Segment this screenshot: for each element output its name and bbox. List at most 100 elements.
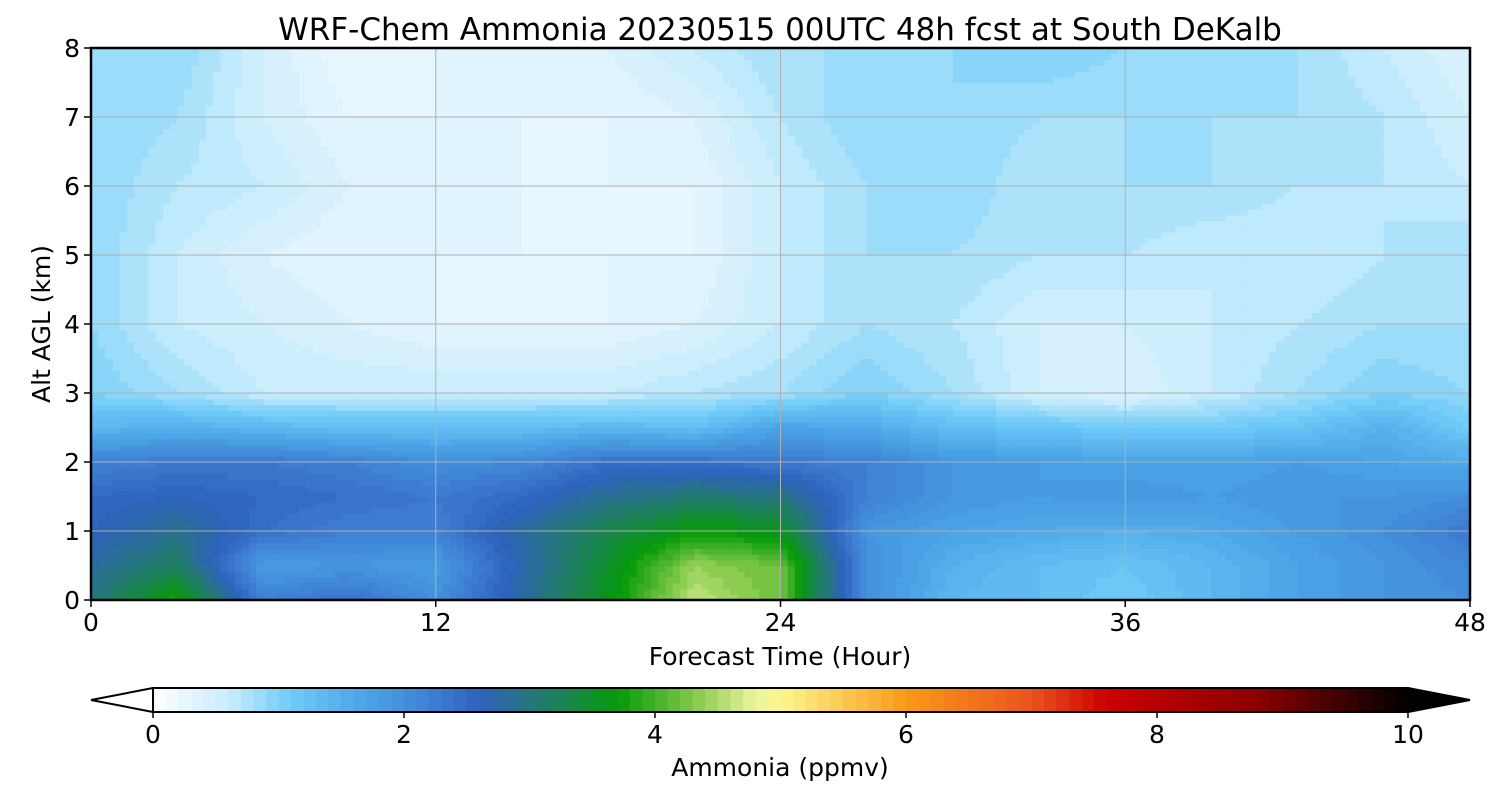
heatmap-cell	[629, 559, 638, 567]
heatmap-cell	[328, 513, 336, 521]
heatmap-cell	[967, 525, 976, 532]
heatmap-cell	[1268, 594, 1277, 600]
heatmap-cell	[1247, 502, 1256, 509]
heatmap-cell	[428, 525, 437, 532]
heatmap-cell	[1290, 582, 1299, 590]
heatmap-cell	[1240, 473, 1248, 480]
heatmap-cell	[493, 502, 501, 509]
heatmap-cell	[1118, 519, 1126, 526]
heatmap-cell	[679, 513, 688, 521]
heatmap-cell	[277, 502, 286, 509]
heatmap-cell	[112, 582, 121, 590]
heatmap-cell	[600, 502, 609, 509]
heatmap-cell	[557, 571, 566, 578]
heatmap-cell	[665, 531, 674, 538]
heatmap-cell	[766, 565, 774, 572]
heatmap-cell	[586, 467, 595, 475]
heatmap-cell	[629, 571, 638, 578]
heatmap-cell	[565, 577, 573, 584]
heatmap-cell	[579, 525, 588, 532]
heatmap-cell	[787, 594, 796, 600]
heatmap-cell	[1412, 525, 1421, 532]
heatmap-cell	[845, 531, 853, 538]
heatmap-cell	[644, 490, 652, 498]
heatmap-cell	[916, 485, 925, 492]
heatmap-cell	[1304, 548, 1313, 555]
heatmap-cell	[1240, 542, 1248, 549]
heatmap-cell	[249, 485, 257, 492]
heatmap-cell	[1096, 594, 1105, 600]
heatmap-cell	[773, 473, 782, 480]
heatmap-cell	[809, 594, 818, 600]
heatmap-cell	[371, 571, 379, 578]
heatmap-cell	[557, 479, 566, 486]
heatmap-cell	[1405, 571, 1414, 578]
heatmap-cell	[636, 577, 645, 584]
heatmap-cell	[622, 513, 631, 521]
heatmap-cell	[658, 450, 667, 457]
heatmap-cell	[1031, 496, 1040, 503]
heatmap-cell	[1304, 508, 1313, 515]
heatmap-cell	[313, 525, 322, 532]
heatmap-cell	[399, 571, 408, 578]
heatmap-cell	[830, 508, 839, 515]
heatmap-cell	[134, 513, 142, 521]
heatmap-cell	[98, 531, 106, 538]
heatmap-cell	[198, 577, 207, 584]
heatmap-cell	[1297, 450, 1306, 457]
heatmap-cell	[249, 594, 257, 600]
heatmap-cell	[1455, 571, 1464, 578]
heatmap-cell	[629, 531, 638, 538]
heatmap-cell	[1376, 502, 1385, 509]
heatmap-cell	[794, 462, 803, 469]
heatmap-cell	[802, 450, 810, 457]
heatmap-cell	[1276, 490, 1284, 498]
heatmap-cell	[249, 565, 257, 572]
heatmap-cell	[1369, 513, 1378, 521]
heatmap-cell	[277, 548, 286, 555]
heatmap-cell	[852, 594, 861, 600]
heatmap-cell	[636, 513, 645, 521]
heatmap-cell	[241, 588, 250, 595]
heatmap-cell	[399, 462, 408, 469]
heatmap-cell	[493, 496, 501, 503]
heatmap-cell	[651, 582, 659, 590]
heatmap-cell	[1283, 508, 1292, 515]
heatmap-cell	[442, 565, 451, 572]
heatmap-cell	[1340, 456, 1349, 463]
heatmap-cell	[1197, 588, 1205, 595]
heatmap-cell	[378, 479, 387, 486]
heatmap-cell	[162, 450, 171, 457]
heatmap-cell	[852, 467, 861, 475]
heatmap-cell	[1254, 485, 1263, 492]
heatmap-cell	[572, 496, 580, 503]
heatmap-cell	[177, 513, 185, 521]
heatmap-cell	[715, 536, 724, 544]
heatmap-cell	[478, 594, 487, 600]
heatmap-cell	[1024, 490, 1033, 498]
heatmap-cell	[809, 525, 818, 532]
heatmap-cell	[148, 542, 157, 549]
heatmap-cell	[809, 559, 818, 567]
heatmap-cell	[787, 462, 796, 469]
heatmap-cell	[600, 582, 609, 590]
heatmap-cell	[916, 496, 925, 503]
heatmap-cell	[852, 559, 861, 567]
heatmap-cell	[198, 554, 207, 561]
heatmap-cell	[191, 565, 200, 572]
heatmap-cell	[306, 502, 315, 509]
heatmap-cell	[586, 531, 595, 538]
heatmap-cell	[866, 594, 875, 600]
heatmap-cell	[134, 536, 142, 544]
heatmap-cell	[1046, 542, 1055, 549]
heatmap-cell	[493, 508, 501, 515]
heatmap-cell	[1225, 548, 1234, 555]
heatmap-cell	[277, 519, 286, 526]
heatmap-cell	[428, 513, 437, 521]
heatmap-cell	[1053, 473, 1062, 480]
heatmap-cell	[615, 496, 624, 503]
heatmap-cell	[694, 565, 703, 572]
heatmap-cell	[672, 531, 681, 538]
heatmap-cell	[622, 594, 631, 600]
heatmap-cell	[924, 588, 932, 595]
